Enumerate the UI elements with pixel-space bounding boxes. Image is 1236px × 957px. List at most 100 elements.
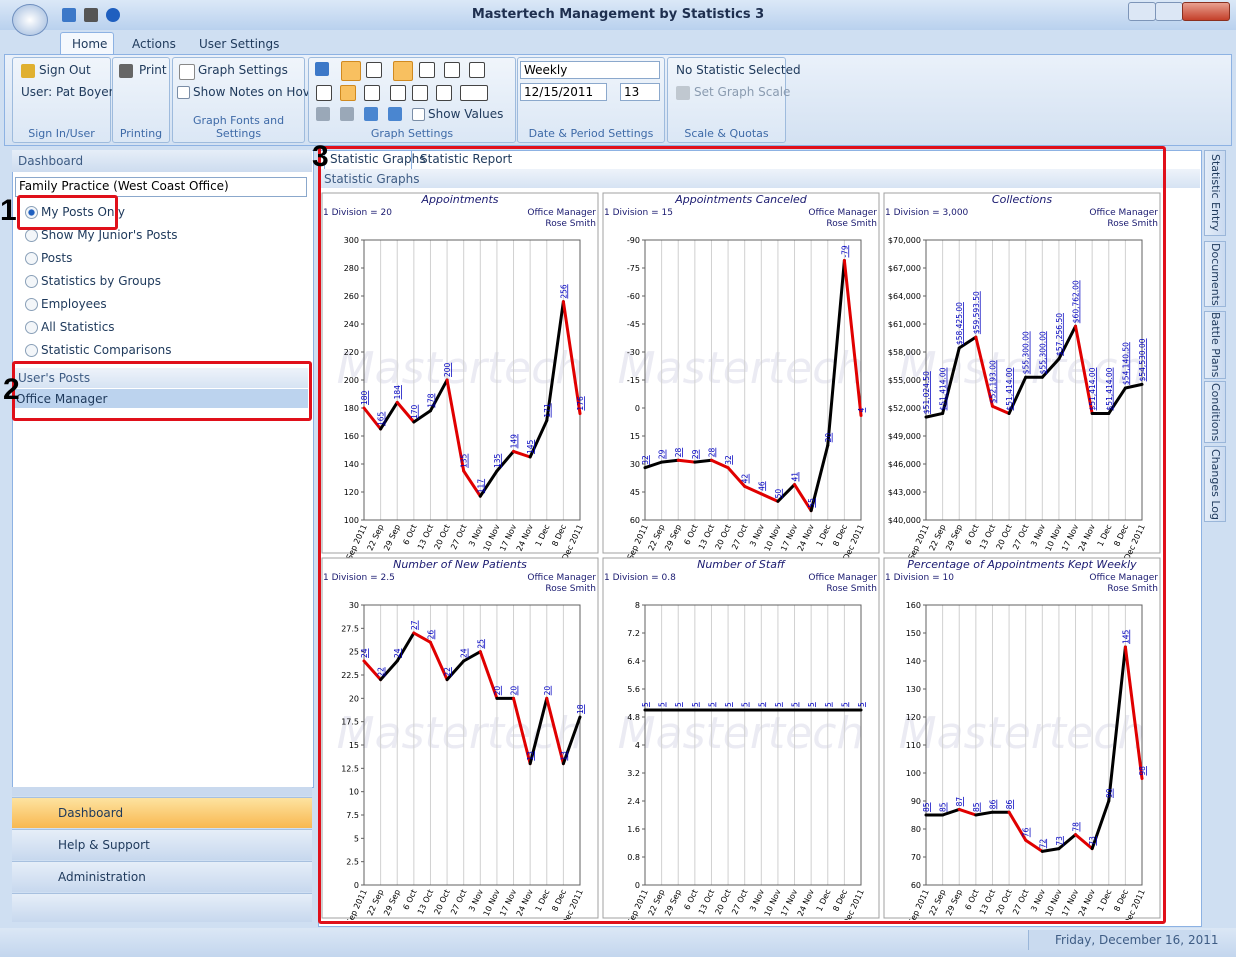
line-segment — [643, 460, 664, 470]
post-item[interactable]: Office Manager — [16, 392, 108, 406]
side-tab[interactable]: Statistic Entry — [1204, 150, 1226, 236]
side-tab-label[interactable]: Statistic Entry — [1209, 154, 1222, 232]
nav-last[interactable] — [388, 107, 402, 121]
value-label: 5 — [707, 702, 716, 707]
nav-label[interactable]: Administration — [58, 870, 146, 884]
ribbon-tab[interactable]: Actions — [132, 37, 176, 51]
tool-icon[interactable] — [390, 85, 406, 101]
tool-icon[interactable] — [315, 62, 329, 76]
print-icon[interactable] — [84, 8, 98, 22]
nav-prev[interactable] — [340, 107, 354, 121]
value-label: 20 — [543, 686, 552, 696]
refresh-icon[interactable] — [62, 8, 76, 22]
set-scale-button[interactable]: Set Graph Scale — [694, 85, 791, 99]
radio-label[interactable]: Employees — [41, 297, 107, 311]
tool-icon[interactable] — [419, 62, 435, 78]
radio-label[interactable]: Statistics by Groups — [41, 274, 161, 288]
radio[interactable] — [25, 229, 38, 242]
splitter[interactable] — [12, 787, 312, 796]
radio-label[interactable]: Show My Junior's Posts — [41, 228, 178, 242]
date-picker[interactable]: 12/15/2011 — [520, 83, 607, 101]
checkbox[interactable] — [412, 108, 425, 121]
y-tick-label: -45 — [627, 320, 640, 329]
y-tick-label: $61,000 — [888, 320, 921, 329]
checkbox[interactable] — [177, 86, 190, 99]
nav-first[interactable] — [316, 107, 330, 121]
value-label: 200 — [443, 362, 452, 377]
value-label: 5 — [774, 702, 783, 707]
period-count[interactable]: 13 — [620, 83, 660, 101]
chart-title: Collections — [992, 193, 1052, 206]
radio-label[interactable]: Posts — [41, 251, 73, 265]
y-tick-label: 8 — [635, 601, 640, 610]
radio[interactable] — [25, 298, 38, 311]
nav-next[interactable] — [364, 107, 378, 121]
value-label: 85 — [972, 802, 981, 812]
chart-title: Appointments Canceled — [674, 193, 808, 206]
radio[interactable] — [25, 206, 38, 219]
nav-button[interactable]: Administration — [12, 861, 312, 892]
main-tab[interactable]: Statistic Report — [420, 152, 513, 166]
tool-icon[interactable] — [340, 85, 356, 101]
post-selected[interactable] — [14, 389, 308, 408]
radio-label[interactable]: All Statistics — [41, 320, 115, 334]
tool-icon[interactable] — [393, 61, 413, 81]
close-button[interactable] — [1182, 2, 1230, 21]
ribbon-tab[interactable]: User Settings — [199, 37, 280, 51]
tool-icon[interactable] — [436, 85, 452, 101]
side-tab-label[interactable]: Conditions — [1209, 382, 1222, 442]
nav-overflow[interactable] — [12, 893, 312, 922]
maximize-button[interactable] — [1155, 2, 1183, 21]
side-tab-label[interactable]: Documents — [1209, 242, 1222, 306]
tool-icon[interactable] — [469, 62, 485, 78]
tool-icon[interactable] — [364, 85, 380, 101]
person-label: Rose Smith — [826, 219, 877, 229]
nav-button[interactable]: Dashboard — [12, 797, 312, 828]
sidebar — [12, 150, 314, 788]
tool-icon[interactable] — [412, 85, 428, 101]
help-icon[interactable] — [106, 8, 120, 22]
value-label: 25 — [476, 639, 485, 649]
office-dropdown[interactable]: Family Practice (West Coast Office) — [15, 177, 307, 197]
post-label: Office Manager — [527, 208, 596, 218]
print-button[interactable]: Print — [139, 63, 167, 77]
tool-icon[interactable] — [444, 62, 460, 78]
nav-label[interactable]: Help & Support — [58, 838, 150, 852]
tool-icon[interactable] — [366, 62, 382, 78]
tool-icon[interactable] — [316, 85, 332, 101]
show-notes-checkbox[interactable]: Show Notes on Hover — [193, 85, 323, 99]
y-tick-label: 15 — [349, 741, 359, 750]
side-tab[interactable]: Battle Plans — [1204, 311, 1226, 379]
main-tab[interactable]: Statistic Graphs — [330, 152, 426, 166]
line-segment — [759, 492, 780, 503]
post-label: Office Manager — [1089, 573, 1158, 583]
tool-icon[interactable] — [460, 85, 488, 101]
status-date: Friday, December 16, 2011 — [1055, 933, 1219, 947]
nav-label[interactable]: Dashboard — [58, 806, 124, 820]
sign-out-button[interactable]: Sign Out — [39, 63, 91, 77]
radio[interactable] — [25, 275, 38, 288]
side-tab[interactable]: Conditions — [1204, 381, 1226, 443]
line-segment — [809, 443, 830, 513]
show-values-checkbox[interactable]: Show Values — [428, 107, 504, 121]
tool-icon[interactable] — [341, 61, 361, 81]
ribbon-tab[interactable]: Home — [72, 37, 108, 51]
radio-label[interactable]: My Posts Only — [41, 205, 125, 219]
nav-button[interactable]: Help & Support — [12, 829, 312, 860]
period-dropdown[interactable]: Weekly — [520, 61, 660, 79]
graph-settings-button[interactable]: Graph Settings — [198, 63, 288, 77]
minimize-button[interactable] — [1128, 2, 1156, 21]
radio[interactable] — [25, 344, 38, 357]
side-tab-label[interactable]: Battle Plans — [1209, 312, 1222, 378]
radio-label[interactable]: Statistic Comparisons — [41, 343, 172, 357]
value-label: 46 — [757, 481, 766, 491]
line-segment — [1074, 324, 1094, 415]
side-tab-label[interactable]: Changes Log — [1209, 448, 1222, 520]
side-tab[interactable]: Changes Log — [1204, 446, 1226, 522]
side-tab[interactable]: Documents — [1204, 241, 1226, 307]
radio[interactable] — [25, 252, 38, 265]
value-label: 32 — [724, 455, 733, 465]
radio[interactable] — [25, 321, 38, 334]
value-label: $59,593.50 — [972, 291, 981, 334]
app-logo[interactable] — [12, 4, 48, 36]
